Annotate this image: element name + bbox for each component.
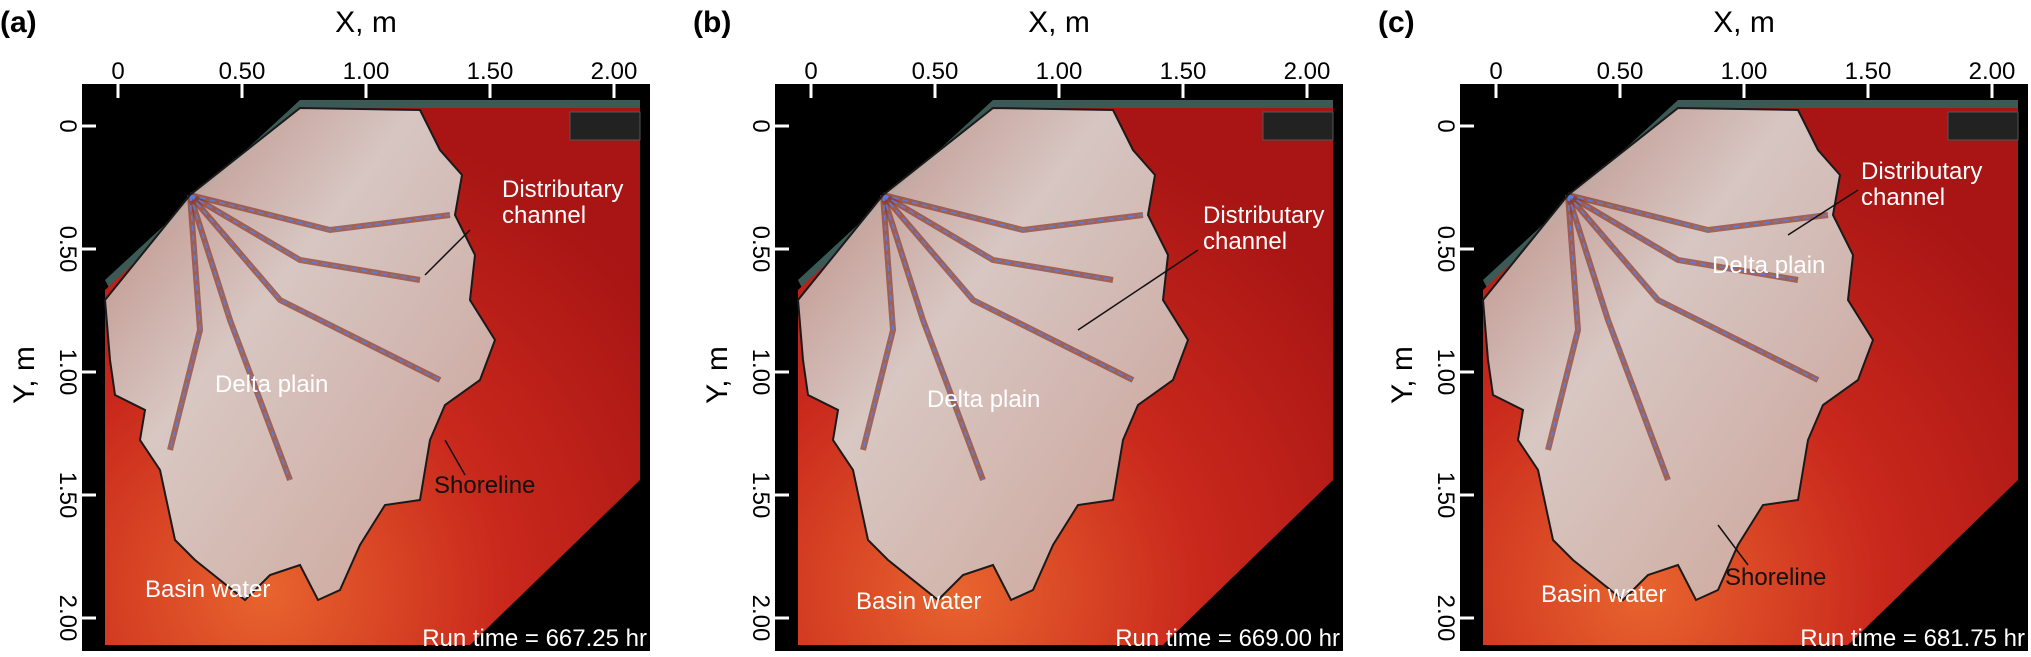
annotation: Delta plain <box>215 371 328 398</box>
y-tick-label: 0.50 <box>54 226 81 273</box>
run-time: Run time = 667.25 hr <box>422 625 647 652</box>
x-tick-label: 0 <box>1489 58 1502 85</box>
x-axis-label: X, m <box>1028 6 1090 39</box>
annotation: channel <box>502 202 586 229</box>
channel-trace <box>882 194 1144 231</box>
leader-line <box>1077 249 1199 331</box>
annotation: Distributary <box>1861 158 1982 185</box>
x-tick-label: 0.50 <box>219 58 266 85</box>
annotation: Distributary <box>1203 202 1324 229</box>
y-axis-label: Y, m <box>701 346 734 404</box>
x-axis-label: X, m <box>335 6 397 39</box>
y-tick-label: 0.50 <box>747 226 774 273</box>
panel: (a) X, m Y, m 0 0.50 1.00 1.50 2.00 0 0.50 1.00 1.5… <box>0 6 650 652</box>
y-tick-label: 2.00 <box>747 595 774 642</box>
timestamp-display <box>1947 111 2019 141</box>
y-tick-label: 1.50 <box>54 472 81 519</box>
y-tick-label: 0 <box>1432 119 1459 132</box>
shoreline <box>1481 106 1875 602</box>
channel-trace <box>189 194 451 231</box>
leader-line <box>424 229 471 276</box>
x-tick-label: 2.00 <box>1284 58 1331 85</box>
x-tick-label: 1.00 <box>1036 58 1083 85</box>
y-tick-label: 1.00 <box>54 349 81 396</box>
run-time: Run time = 669.00 hr <box>1115 625 1340 652</box>
channel <box>187 193 442 383</box>
annotation: channel <box>1861 184 1945 211</box>
channel-trace <box>882 194 984 481</box>
timestamp-display <box>569 111 641 141</box>
annotation: channel <box>1203 228 1287 255</box>
channel-trace <box>862 194 894 451</box>
x-tick-label: 1.00 <box>343 58 390 85</box>
panel: (b) X, m Y, m 0 0.50 1.00 1.50 2.00 0 0.50 1.00 1.5… <box>693 6 1343 652</box>
annotation: Distributary <box>502 176 623 203</box>
annotation: Shoreline <box>1725 564 1826 591</box>
panel: (c) X, m Y, m 0 0.50 1.00 1.50 2.00 0 0.50 1.00 1.5… <box>1378 6 2028 652</box>
y-tick-label: 1.00 <box>1432 349 1459 396</box>
x-tick-label: 1.50 <box>1845 58 1892 85</box>
x-tick-label: 1.50 <box>467 58 514 85</box>
x-axis-label: X, m <box>1713 6 1775 39</box>
channel-trace <box>1567 194 1829 231</box>
channel-trace <box>189 194 421 281</box>
y-tick-label: 2.00 <box>1432 595 1459 642</box>
y-tick-label: 0 <box>54 119 81 132</box>
panel-label: (c) <box>1378 6 1415 39</box>
channel-trace <box>169 194 201 451</box>
x-tick-label: 1.50 <box>1160 58 1207 85</box>
y-tick-label: 0.50 <box>1432 226 1459 273</box>
annotation: Delta plain <box>1712 252 1825 279</box>
channel-trace <box>882 194 1114 281</box>
annotation: Delta plain <box>927 386 1040 413</box>
annotation: Basin water <box>145 576 270 603</box>
timestamp-display <box>1262 111 1334 141</box>
y-tick-label: 1.50 <box>747 472 774 519</box>
leader-line <box>1787 189 1859 236</box>
annotation: Basin water <box>1541 581 1666 608</box>
x-tick-label: 0.50 <box>912 58 959 85</box>
channel-trace <box>189 194 291 481</box>
channel-trace <box>1567 194 1799 281</box>
y-tick-label: 1.00 <box>747 349 774 396</box>
x-tick-label: 1.00 <box>1721 58 1768 85</box>
channel-trace <box>1567 194 1669 481</box>
y-axis-label: Y, m <box>1386 346 1419 404</box>
channel-trace <box>1547 194 1579 451</box>
y-tick-label: 0 <box>747 119 774 132</box>
x-tick-label: 0 <box>111 58 124 85</box>
x-tick-label: 0 <box>804 58 817 85</box>
annotation: Shoreline <box>434 472 535 499</box>
x-tick-label: 2.00 <box>591 58 638 85</box>
shoreline <box>796 106 1190 602</box>
leader-line <box>444 439 466 476</box>
y-tick-label: 1.50 <box>1432 472 1459 519</box>
y-tick-label: 2.00 <box>54 595 81 642</box>
shoreline <box>103 106 497 602</box>
channel <box>880 193 1135 383</box>
leader-line <box>1717 524 1749 566</box>
channel <box>1565 193 1820 383</box>
panel-label: (b) <box>693 6 731 39</box>
x-tick-label: 0.50 <box>1597 58 1644 85</box>
run-time: Run time = 681.75 hr <box>1800 625 2025 652</box>
panel-label: (a) <box>0 6 37 39</box>
x-tick-label: 2.00 <box>1969 58 2016 85</box>
annotation: Basin water <box>856 588 981 615</box>
y-axis-label: Y, m <box>8 346 41 404</box>
